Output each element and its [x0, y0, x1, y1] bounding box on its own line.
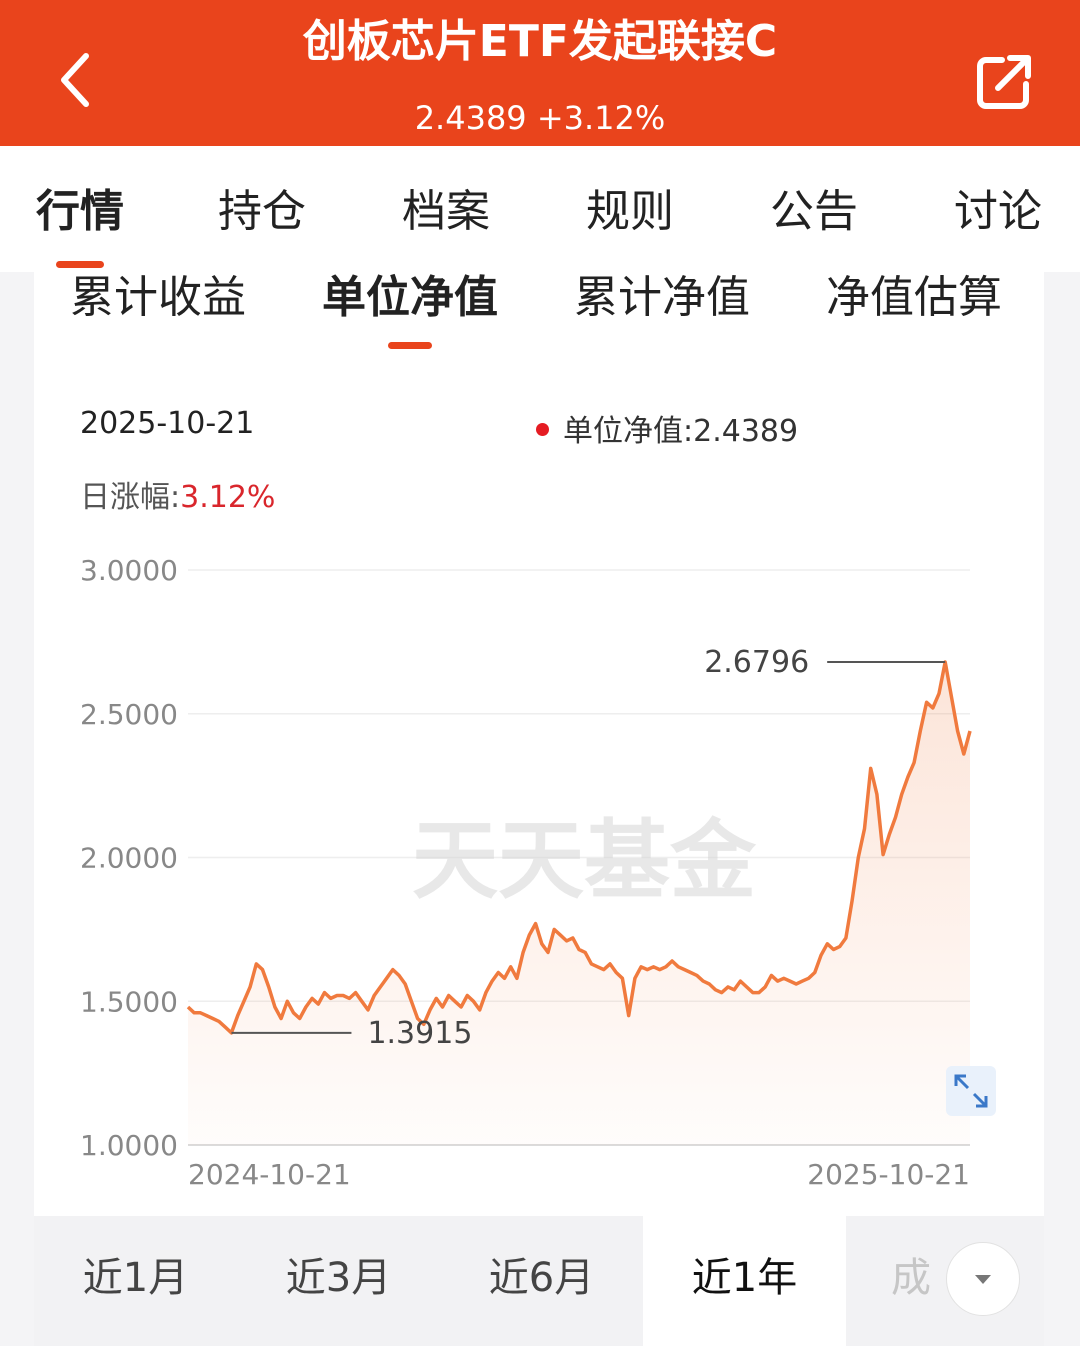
nav-label: 单位净值:: [563, 414, 694, 449]
x-label-end: 2025-10-21: [807, 1158, 970, 1191]
nav-area: [188, 662, 970, 1145]
y-tick-label: 1.5000: [80, 985, 178, 1018]
daily-change-label: 日涨幅:: [80, 480, 181, 515]
share-icon[interactable]: [972, 50, 1036, 114]
subtab-unit-nav[interactable]: 单位净值: [322, 272, 498, 349]
tab-discussion[interactable]: 讨论: [954, 186, 1042, 237]
price-change: 2.4389 +3.12%: [414, 99, 666, 137]
x-label-start: 2024-10-21: [188, 1158, 351, 1191]
chevron-left-icon[interactable]: [52, 44, 102, 114]
legend-dot: [536, 423, 549, 436]
period-1m[interactable]: 近1月: [82, 1255, 189, 1301]
y-tick-label: 2.5000: [80, 698, 178, 731]
nav-value: 2.4389: [693, 414, 799, 449]
tab-market[interactable]: 行情: [36, 182, 124, 268]
y-tick-label: 3.0000: [80, 554, 178, 587]
y-tick-label: 1.0000: [80, 1129, 178, 1162]
period-3m[interactable]: 近3月: [285, 1255, 392, 1301]
subtab-cumulative-return[interactable]: 累计收益: [70, 272, 246, 323]
selected-date: 2025-10-21: [80, 406, 255, 441]
page-title: 创板芯片ETF发起联接C: [302, 16, 778, 67]
subtab-cumulative-nav[interactable]: 累计净值: [574, 272, 750, 323]
period-1y[interactable]: 近1年: [643, 1216, 846, 1346]
tab-announcements[interactable]: 公告: [770, 186, 858, 237]
watermark: 天天基金: [412, 810, 757, 911]
period-selector: 近1月 近3月 近6月 近1年 成: [34, 1216, 1044, 1346]
active-subtab-indicator: [388, 342, 432, 349]
max-value-label: 2.6796: [704, 645, 809, 680]
chevron-down-icon[interactable]: [946, 1242, 1020, 1316]
active-tab-indicator: [56, 261, 104, 268]
tab-rules[interactable]: 规则: [586, 186, 674, 237]
nav-readout: 单位净值:2.4389: [536, 406, 798, 450]
daily-change-value: 3.12%: [180, 480, 276, 515]
period-6m[interactable]: 近6月: [488, 1255, 595, 1301]
tab-holdings[interactable]: 持仓: [218, 186, 306, 237]
y-tick-label: 2.0000: [80, 842, 178, 875]
app-header: 创板芯片ETF发起联接C 2.4389 +3.12%: [0, 0, 1080, 146]
chart-card: 累计收益 单位净值 累计净值 净值估算 2025-10-21 单位净值:2.43…: [34, 272, 1044, 1346]
daily-change: 日涨幅:3.12%: [80, 472, 275, 516]
nav-line: [186, 660, 972, 1035]
min-value-label: 1.3915: [367, 1016, 472, 1051]
fullscreen-icon[interactable]: [946, 1066, 996, 1116]
tab-profile[interactable]: 档案: [402, 186, 490, 237]
main-tab-bar: 行情 持仓 档案 规则 公告 讨论: [0, 146, 1080, 272]
period-since-inception[interactable]: 成: [891, 1255, 931, 1301]
subtab-nav-estimate[interactable]: 净值估算: [826, 272, 1002, 323]
nav-line-chart: 3.0000 2.5000 2.0000 1.5000 1.0000 天天基金 2.67…: [80, 554, 972, 1191]
